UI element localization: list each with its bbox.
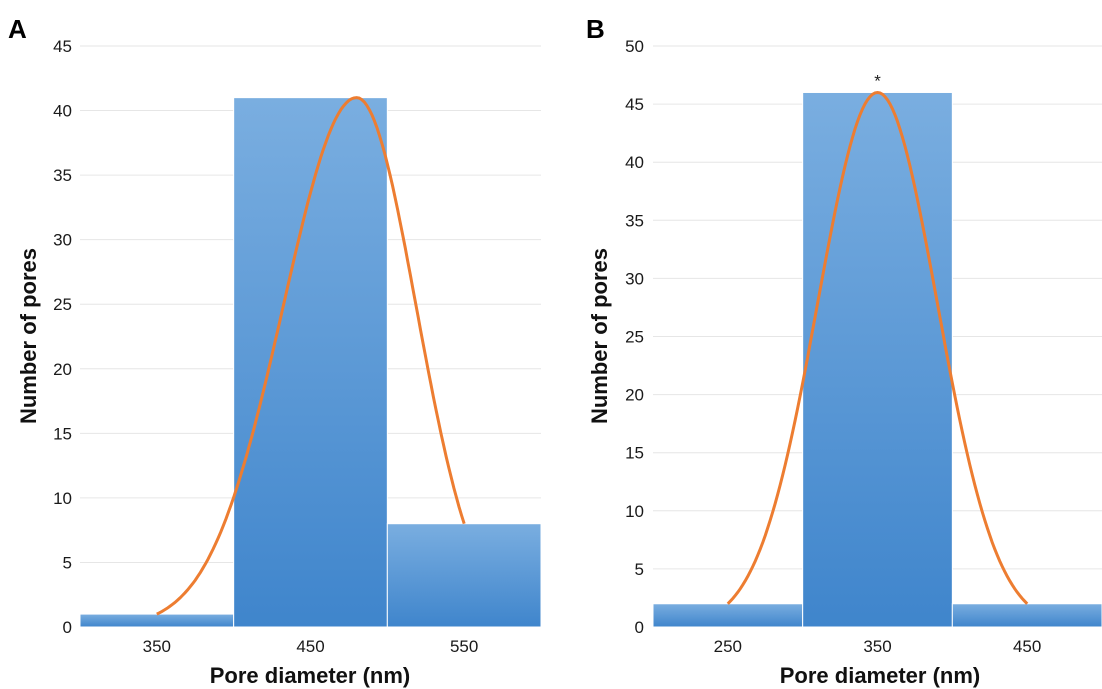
x-axis-title-a: Pore diameter (nm) (210, 663, 411, 688)
y-tick-label-b: 30 (625, 269, 644, 288)
y-axis-title-b: Number of pores (587, 248, 612, 424)
y-tick-label-b: 50 (625, 37, 644, 56)
y-tick-label-b: 35 (625, 211, 644, 230)
y-tick-label-a: 45 (53, 37, 72, 56)
y-tick-label-b: 45 (625, 95, 644, 114)
y-tick-label-b: 15 (625, 444, 644, 463)
x-tick-label-450: 450 (1013, 637, 1041, 656)
y-tick-label-b: 5 (635, 560, 644, 579)
fit-curve-a (156, 96, 466, 616)
panel-a: A 0 5 10 15 20 25 30 35 40 45 350 450 550 Number of… (8, 14, 542, 688)
bar-350 (79, 613, 235, 628)
bar-250 (652, 603, 804, 628)
significance-marker: * (874, 71, 881, 90)
bar-350 (802, 91, 953, 628)
bar-550 (386, 523, 542, 628)
y-tick-label-b: 0 (635, 618, 644, 637)
x-tick-label-350: 350 (143, 637, 171, 656)
panel-label-a: A (8, 14, 27, 44)
y-tick-labels-b: 0 5 10 15 20 25 30 35 40 45 50 (625, 37, 644, 637)
y-tick-label-b: 10 (625, 502, 644, 521)
y-tick-label-b: 40 (625, 153, 644, 172)
y-tick-label-a: 40 (53, 102, 72, 121)
x-tick-label-450: 450 (296, 637, 324, 656)
y-axis-title-a: Number of pores (16, 248, 41, 424)
x-tick-labels-b: 250 350 450 (714, 637, 1042, 656)
x-tick-label-550: 550 (450, 637, 478, 656)
bars-b (652, 91, 1102, 628)
y-tick-label-a: 5 (63, 553, 72, 572)
y-tick-label-a: 15 (53, 424, 72, 443)
fit-curve-b (726, 90, 1029, 605)
bar-450 (951, 603, 1102, 628)
annotations-b: * (874, 71, 881, 90)
y-tick-label-a: 25 (53, 295, 72, 314)
panel-label-b: B (586, 14, 605, 44)
y-tick-label-a: 35 (53, 166, 72, 185)
bar-450 (233, 97, 388, 628)
y-tick-label-b: 25 (625, 328, 644, 347)
y-tick-label-a: 0 (63, 618, 72, 637)
panel-b: B 0 5 10 15 20 25 30 35 40 45 50 250 350 450 * Numbe… (586, 14, 1102, 688)
y-tick-label-a: 20 (53, 360, 72, 379)
x-axis-title-b: Pore diameter (nm) (780, 663, 981, 688)
x-tick-labels-a: 350 450 550 (143, 637, 479, 656)
x-tick-label-250: 250 (714, 637, 742, 656)
y-tick-label-b: 20 (625, 386, 644, 405)
y-tick-label-a: 10 (53, 489, 72, 508)
x-tick-label-350: 350 (863, 637, 891, 656)
y-tick-labels-a: 0 5 10 15 20 25 30 35 40 45 (53, 37, 72, 637)
y-tick-label-a: 30 (53, 231, 72, 250)
bars-a (79, 97, 542, 628)
